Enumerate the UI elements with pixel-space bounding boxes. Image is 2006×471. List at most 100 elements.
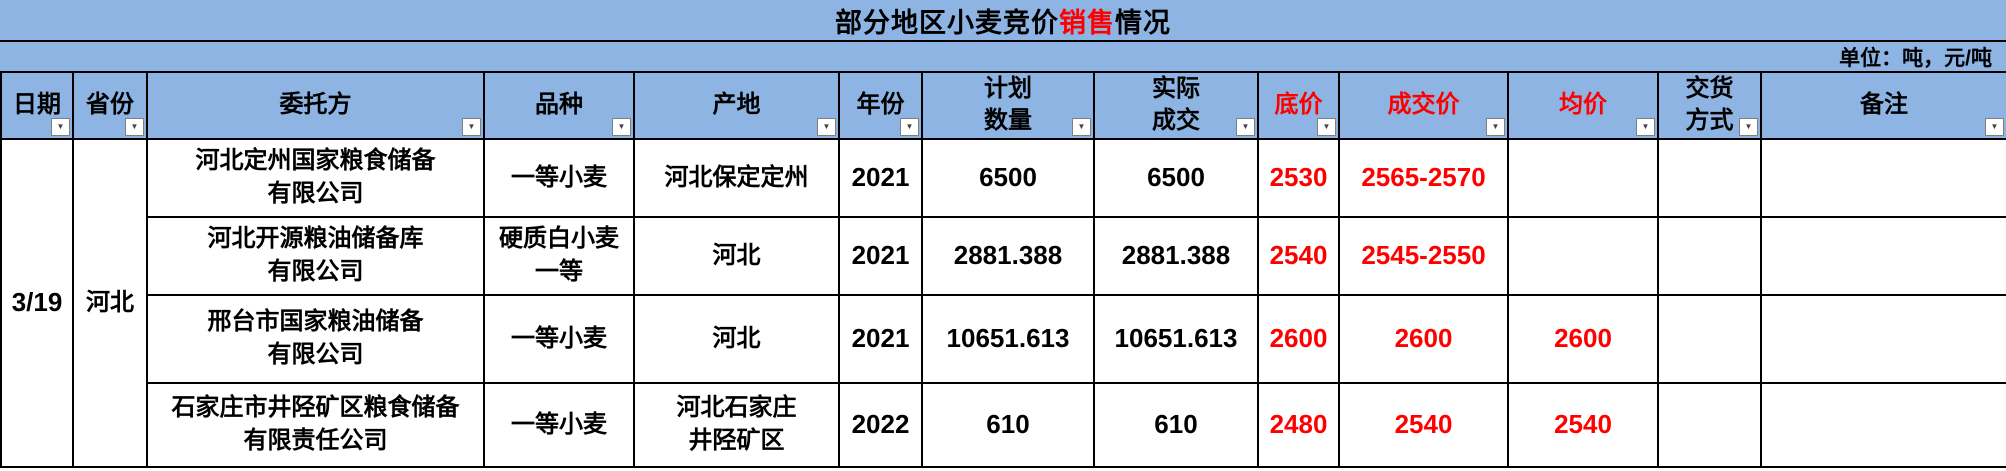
planned-qty-cell[interactable]: 2881.388: [921, 215, 1095, 296]
avg-price-cell[interactable]: [1507, 215, 1659, 296]
floor-price-cell[interactable]: 2480: [1257, 381, 1340, 468]
delivery-cell[interactable]: [1657, 381, 1762, 468]
variety-cell[interactable]: 硬质白小麦 一等: [483, 215, 635, 296]
filter-dropdown-button[interactable]: ▼: [1636, 117, 1655, 136]
filter-dropdown-button[interactable]: ▼: [612, 117, 631, 136]
col-header-origin[interactable]: 产地 ▼: [633, 71, 840, 140]
filter-dropdown-button[interactable]: ▼: [1072, 117, 1091, 136]
remark-cell[interactable]: [1760, 137, 2006, 218]
filter-arrow-icon: ▼: [822, 121, 831, 131]
filter-arrow-icon: ▼: [1241, 121, 1250, 131]
table-row: 3/19 河北 河北定州国家粮食储备 有限公司 一等小麦 河北保定定州 2021…: [0, 137, 2006, 468]
origin-cell[interactable]: 河北: [633, 215, 840, 296]
variety-cell[interactable]: 一等小麦: [483, 137, 635, 218]
filter-arrow-icon: ▼: [1077, 121, 1086, 131]
col-header-consignor-label: 委托方: [279, 91, 352, 119]
col-header-year-label: 年份: [856, 91, 905, 119]
consignor-cell[interactable]: 河北定州国家粮食储备 有限公司: [146, 137, 485, 218]
planned-qty-cell[interactable]: 610: [921, 381, 1095, 468]
filter-arrow-icon: ▼: [1990, 121, 1999, 131]
filter-arrow-icon: ▼: [56, 121, 65, 131]
year-cell[interactable]: 2021: [838, 137, 923, 218]
actual-deal-cell[interactable]: 2881.388: [1093, 215, 1259, 296]
col-header-avg-price[interactable]: 均价 ▼: [1507, 71, 1659, 140]
col-header-deal-price-label: 成交价: [1387, 91, 1460, 119]
wheat-auction-table: 日期 ▼ 省份 ▼ 委托方 ▼ 品种 ▼ 产地 ▼ 年份 ▼ 计划 数量 ▼ 实际 成交 ▼ 底…: [0, 71, 2006, 468]
col-header-planned-qty[interactable]: 计划 数量 ▼: [921, 71, 1095, 140]
remark-cell[interactable]: [1760, 215, 2006, 296]
consignor-cell[interactable]: 邢台市国家粮油储备 有限公司: [146, 293, 485, 384]
origin-cell[interactable]: 河北保定定州: [633, 137, 840, 218]
province-cell[interactable]: 河北: [72, 137, 148, 468]
delivery-cell[interactable]: [1657, 215, 1762, 296]
col-header-avg-price-label: 均价: [1559, 91, 1607, 119]
variety-cell[interactable]: 一等小麦: [483, 293, 635, 384]
date-cell[interactable]: 3/19: [0, 137, 74, 468]
col-header-floor-price[interactable]: 底价 ▼: [1257, 71, 1340, 140]
table-row: 石家庄市井陉矿区粮食储备 有限责任公司 一等小麦 河北石家庄 井陉矿区 2022…: [1, 381, 2006, 468]
col-header-deal-price[interactable]: 成交价 ▼: [1338, 71, 1509, 140]
deal-price-cell[interactable]: 2540: [1338, 381, 1509, 468]
filter-dropdown-button[interactable]: ▼: [1985, 117, 2004, 136]
filter-dropdown-button[interactable]: ▼: [1317, 117, 1336, 136]
filter-arrow-icon: ▼: [1491, 121, 1500, 131]
floor-price-cell[interactable]: 2540: [1257, 215, 1340, 296]
year-cell[interactable]: 2021: [838, 293, 923, 384]
filter-dropdown-button[interactable]: ▼: [51, 117, 70, 136]
filter-dropdown-button[interactable]: ▼: [125, 117, 144, 136]
year-cell[interactable]: 2021: [838, 215, 923, 296]
planned-qty-cell[interactable]: 10651.613: [921, 293, 1095, 384]
actual-deal-cell[interactable]: 610: [1093, 381, 1259, 468]
filter-dropdown-button[interactable]: ▼: [1739, 117, 1758, 136]
col-header-actual-deal[interactable]: 实际 成交 ▼: [1093, 71, 1259, 140]
filter-dropdown-button[interactable]: ▼: [462, 117, 481, 136]
filter-arrow-icon: ▼: [1641, 121, 1650, 131]
year-cell[interactable]: 2022: [838, 381, 923, 468]
col-header-date[interactable]: 日期 ▼: [0, 71, 74, 140]
consignor-cell[interactable]: 石家庄市井陉矿区粮食储备 有限责任公司: [146, 381, 485, 468]
col-header-planned-qty-label: 计划 数量: [984, 75, 1032, 135]
col-header-delivery[interactable]: 交货 方式 ▼: [1657, 71, 1762, 140]
actual-deal-cell[interactable]: 10651.613: [1093, 293, 1259, 384]
table-row: 邢台市国家粮油储备 有限公司 一等小麦 河北 2021 10651.613 10…: [1, 293, 2006, 384]
planned-qty-cell[interactable]: 6500: [921, 137, 1095, 218]
variety-cell[interactable]: 一等小麦: [483, 381, 635, 468]
avg-price-cell[interactable]: 2540: [1507, 381, 1659, 468]
col-header-consignor[interactable]: 委托方 ▼: [146, 71, 485, 140]
col-header-year[interactable]: 年份 ▼: [838, 71, 923, 140]
col-header-delivery-label: 交货 方式: [1685, 75, 1734, 135]
delivery-cell[interactable]: [1657, 137, 1762, 218]
title-highlight: 销售: [1059, 7, 1115, 38]
remark-cell[interactable]: [1760, 381, 2006, 468]
unit-row: 单位：吨，元/吨: [0, 42, 2006, 71]
filter-arrow-icon: ▼: [905, 121, 914, 131]
filter-dropdown-button[interactable]: ▼: [817, 117, 836, 136]
col-header-remark[interactable]: 备注 ▼: [1760, 71, 2006, 140]
col-header-variety-label: 品种: [535, 91, 583, 119]
table-row: 河北开源粮油储备库 有限公司 硬质白小麦 一等 河北 2021 2881.388…: [1, 215, 2006, 296]
delivery-cell[interactable]: [1657, 293, 1762, 384]
filter-arrow-icon: ▼: [1322, 121, 1331, 131]
floor-price-cell[interactable]: 2600: [1257, 293, 1340, 384]
remark-cell[interactable]: [1760, 293, 2006, 384]
filter-arrow-icon: ▼: [130, 121, 139, 131]
avg-price-cell[interactable]: [1507, 137, 1659, 218]
deal-price-cell[interactable]: 2600: [1338, 293, 1509, 384]
filter-dropdown-button[interactable]: ▼: [1236, 117, 1255, 136]
avg-price-cell[interactable]: 2600: [1507, 293, 1659, 384]
actual-deal-cell[interactable]: 6500: [1093, 137, 1259, 218]
col-header-province[interactable]: 省份 ▼: [72, 71, 148, 140]
origin-cell[interactable]: 河北石家庄 井陉矿区: [633, 381, 840, 468]
col-header-actual-deal-label: 实际 成交: [1152, 75, 1200, 135]
col-header-variety[interactable]: 品种 ▼: [483, 71, 635, 140]
floor-price-cell[interactable]: 2530: [1257, 137, 1340, 218]
origin-cell[interactable]: 河北: [633, 293, 840, 384]
deal-price-cell[interactable]: 2565-2570: [1338, 137, 1509, 218]
filter-dropdown-button[interactable]: ▼: [1486, 117, 1505, 136]
deal-price-cell[interactable]: 2545-2550: [1338, 215, 1509, 296]
filter-dropdown-button[interactable]: ▼: [900, 117, 919, 136]
consignor-cell[interactable]: 河北开源粮油储备库 有限公司: [146, 215, 485, 296]
header-row: 日期 ▼ 省份 ▼ 委托方 ▼ 品种 ▼ 产地 ▼ 年份 ▼ 计划 数量 ▼ 实际 成交 ▼ 底…: [0, 71, 2006, 140]
filter-arrow-icon: ▼: [617, 121, 626, 131]
